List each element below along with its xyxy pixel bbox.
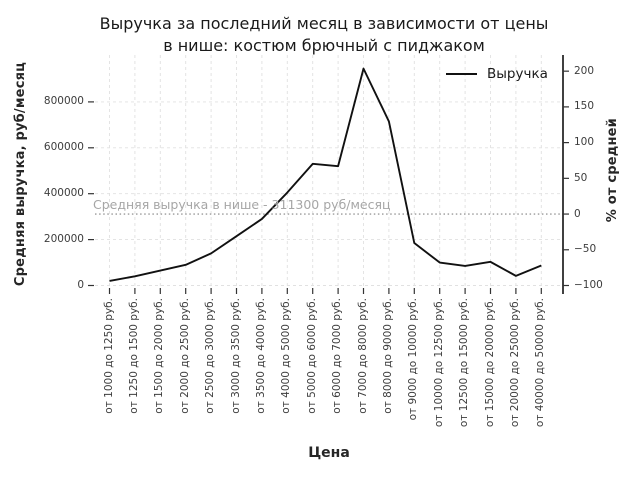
chart-title: Выручка за последний месяц в зависимости… — [0, 13, 640, 57]
x-tick-label: от 1250 до 1500 руб. — [127, 298, 140, 414]
x-tick-label: от 1000 до 1250 руб. — [102, 298, 115, 414]
x-tick-label: от 4000 до 5000 руб. — [280, 298, 293, 414]
y-left-tick-label: 800000 — [43, 95, 84, 108]
x-tick-label: от 40000 до 50000 руб. — [534, 298, 547, 428]
y-left-tick-label: 200000 — [43, 233, 84, 246]
x-tick-label: от 7000 до 8000 руб. — [356, 298, 369, 414]
x-tick-label: от 3000 до 3500 руб. — [229, 298, 242, 414]
x-tick-label: от 3500 до 4000 руб. — [254, 298, 267, 414]
y-axis-label-right: % от средней — [605, 118, 620, 223]
average-revenue-annotation: Средняя выручка в нише - 311300 руб/меся… — [93, 197, 391, 212]
x-tick-label: от 2500 до 3000 руб. — [204, 298, 217, 414]
chart-title-line2: в нише: костюм брючный с пиджаком — [163, 36, 485, 55]
x-axis-label: Цена — [308, 445, 350, 461]
y-right-tick-label: −100 — [574, 279, 603, 291]
y-right-tick-label: 50 — [574, 171, 588, 184]
x-tick-label: от 15000 до 20000 руб. — [483, 298, 496, 428]
chart-title-line1: Выручка за последний месяц в зависимости… — [99, 14, 549, 33]
x-tick-label: от 6000 до 7000 руб. — [331, 298, 344, 414]
y-right-tick-label: 100 — [574, 136, 595, 149]
y-right-tick-label: 150 — [574, 100, 595, 113]
y-axis-label-left: Средняя выручка, руб/месяц — [13, 62, 28, 287]
x-tick-label: от 5000 до 6000 руб. — [305, 298, 318, 414]
y-left-tick-label: 0 — [77, 279, 84, 291]
x-tick-label: от 9000 до 10000 руб. — [407, 298, 420, 421]
x-tick-label: от 2000 до 2500 руб. — [178, 298, 191, 414]
x-tick-label: от 1500 до 2000 руб. — [153, 298, 166, 414]
revenue-series-line — [109, 67, 542, 282]
y-right-tick-label: 200 — [574, 64, 595, 77]
x-tick-label: от 12500 до 15000 руб. — [458, 298, 471, 428]
x-tick-label: от 20000 до 25000 руб. — [508, 298, 521, 428]
y-right-tick-label: 0 — [574, 207, 581, 220]
legend-entry-revenue: Выручка — [487, 66, 548, 82]
y-left-tick-label: 600000 — [43, 141, 84, 154]
legend: Выручка — [446, 66, 548, 82]
y-left-tick-label: 400000 — [43, 187, 84, 200]
y-right-tick-label: −50 — [574, 243, 597, 256]
x-tick-label: от 10000 до 12500 руб. — [432, 298, 445, 428]
x-tick-label: от 8000 до 9000 руб. — [381, 298, 394, 414]
legend-line-swatch — [446, 73, 477, 75]
